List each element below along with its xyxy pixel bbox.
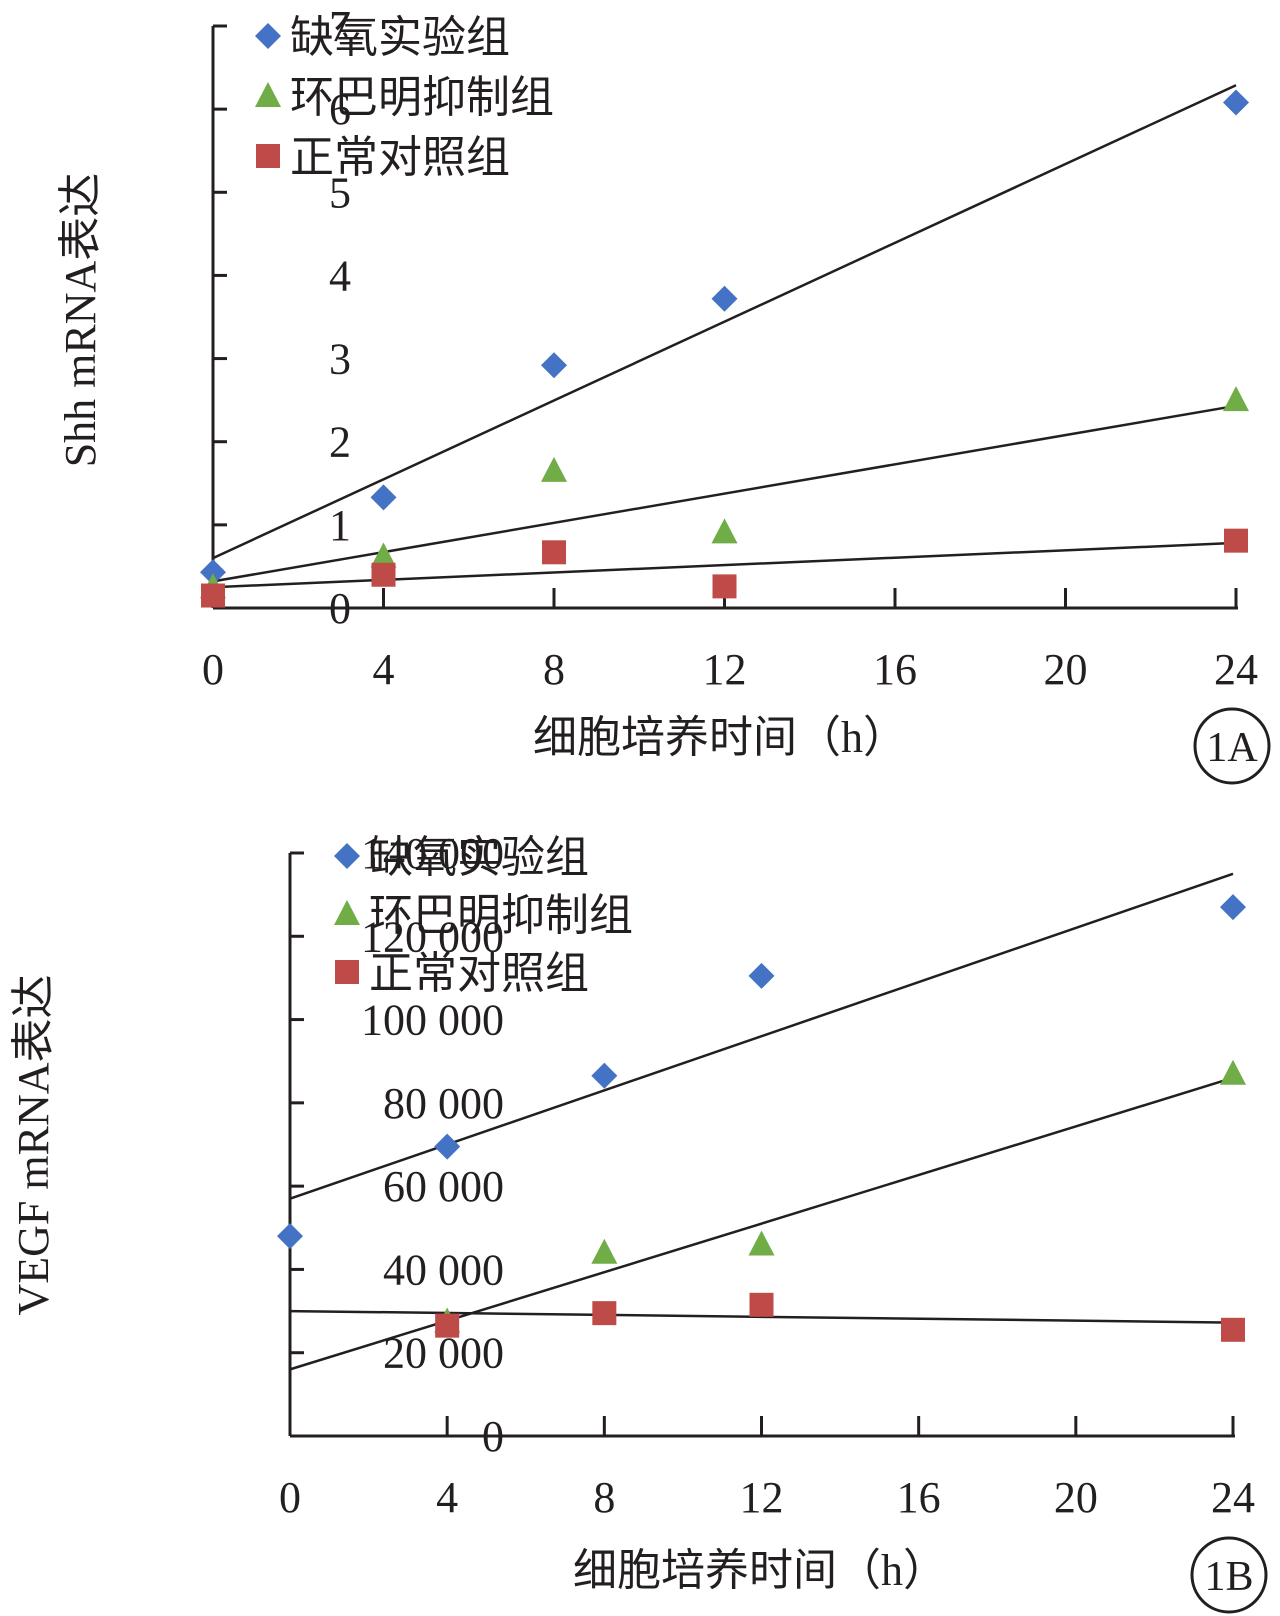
x-tick-label: 12 xyxy=(703,645,747,694)
y-tick-label: 140 000 xyxy=(361,829,504,878)
y-tick-label: 80 000 xyxy=(383,1079,504,1128)
data-point xyxy=(712,574,737,599)
data-point xyxy=(542,540,566,565)
data-point xyxy=(591,1238,618,1264)
y-tick-label: 40 000 xyxy=(383,1245,504,1294)
trendline xyxy=(212,84,1237,560)
x-tick-label: 20 xyxy=(1044,645,1088,694)
data-point xyxy=(541,456,567,482)
data-point xyxy=(370,542,397,568)
data-point xyxy=(1220,894,1246,921)
x-tick-label: 16 xyxy=(897,1473,941,1522)
y-tick-label: 100 000 xyxy=(361,996,504,1045)
data-point xyxy=(371,562,396,587)
panel-label-circle xyxy=(1193,707,1271,785)
x-tick-label: 0 xyxy=(279,1473,301,1522)
legend-marker xyxy=(255,23,281,49)
data-point xyxy=(201,583,225,608)
data-point xyxy=(748,962,775,989)
x-tick-label: 8 xyxy=(543,645,565,694)
data-point xyxy=(200,559,226,586)
data-point xyxy=(711,285,738,312)
legend-marker xyxy=(334,843,360,869)
legend-label: 环巴明抑制组 xyxy=(369,891,633,940)
panel-label: 1B xyxy=(1204,1554,1253,1600)
y-tick-label: 60 000 xyxy=(383,1162,504,1211)
x-tick-label: 4 xyxy=(436,1473,458,1522)
legend-label: 缺氧实验组 xyxy=(369,833,589,882)
x-tick-label: 8 xyxy=(593,1473,615,1522)
y-tick-label: 1 xyxy=(329,501,351,550)
x-tick-label: 16 xyxy=(873,645,917,694)
data-point xyxy=(591,1062,618,1089)
data-point xyxy=(434,1133,461,1160)
x-axis-title: 细胞培养时间（h） xyxy=(533,713,907,762)
legend-marker xyxy=(255,82,281,107)
panel-label: 1A xyxy=(1206,725,1258,771)
x-tick-label: 24 xyxy=(1211,1473,1255,1522)
x-tick-label: 12 xyxy=(740,1473,784,1522)
y-axis-title: Shh mRNA表达 xyxy=(56,173,105,468)
y-tick-label: 2 xyxy=(329,418,351,467)
y-tick-label: 3 xyxy=(329,335,351,384)
data-point xyxy=(711,518,738,544)
x-tick-label: 0 xyxy=(202,645,224,694)
legend-marker xyxy=(335,960,359,984)
legend-label: 正常对照组 xyxy=(369,949,589,998)
data-point xyxy=(1220,1059,1246,1085)
x-tick-label: 20 xyxy=(1054,1473,1098,1522)
data-point xyxy=(1221,1317,1245,1342)
data-point xyxy=(748,1230,775,1256)
y-tick-label: 0 xyxy=(482,1412,504,1461)
trendline xyxy=(212,404,1237,583)
y-tick-label: 0 xyxy=(329,584,351,633)
data-point xyxy=(749,1292,774,1317)
data-point xyxy=(592,1301,617,1326)
data-point xyxy=(435,1313,460,1338)
legend-marker xyxy=(256,144,280,168)
legend-label: 缺氧实验组 xyxy=(290,13,510,62)
data-point xyxy=(541,352,567,379)
data-point xyxy=(1223,386,1249,412)
legend-label: 正常对照组 xyxy=(290,133,510,182)
legend-marker xyxy=(334,900,360,925)
y-tick-label: 7 xyxy=(329,2,351,51)
legend-label: 环巴明抑制组 xyxy=(290,73,554,122)
data-point xyxy=(1223,89,1249,116)
y-axis-title: VEGF mRNA表达 xyxy=(9,974,58,1315)
y-tick-label: 6 xyxy=(329,85,351,134)
data-point xyxy=(370,484,397,511)
data-point xyxy=(1224,528,1248,553)
panel-label-circle xyxy=(1190,1536,1268,1614)
y-tick-label: 120 000 xyxy=(361,912,504,961)
data-point xyxy=(277,1223,303,1250)
x-tick-label: 24 xyxy=(1214,645,1258,694)
x-tick-label: 4 xyxy=(373,645,395,694)
y-tick-label: 4 xyxy=(329,251,351,300)
y-tick-label: 5 xyxy=(329,168,351,217)
x-axis-title: 细胞培养时间（h） xyxy=(573,1546,947,1595)
